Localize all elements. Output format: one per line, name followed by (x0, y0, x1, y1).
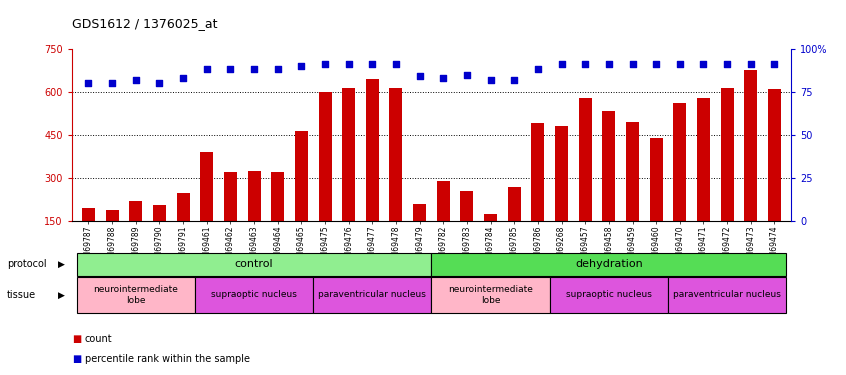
Text: neurointermediate
lobe: neurointermediate lobe (93, 285, 179, 304)
Bar (721, 88, 733, 264)
Bar (579, 98, 591, 264)
Point (176, 75, 190, 81)
Bar (484, 214, 497, 264)
Point (365, 61, 379, 67)
Bar (389, 88, 403, 264)
Bar (697, 98, 710, 264)
Point (223, 66, 237, 72)
Point (602, 61, 616, 67)
Bar (602, 111, 615, 264)
Bar (673, 104, 686, 264)
Point (152, 80, 166, 86)
Text: protocol: protocol (7, 260, 47, 269)
Bar (650, 138, 662, 264)
Bar (201, 152, 213, 264)
Bar (508, 187, 521, 264)
Point (650, 61, 663, 67)
Bar (555, 126, 568, 264)
Text: ▶: ▶ (58, 260, 65, 269)
Point (342, 61, 355, 67)
Point (437, 75, 450, 81)
Point (555, 61, 569, 67)
Text: control: control (234, 260, 273, 269)
Text: paraventricular nucleus: paraventricular nucleus (673, 290, 781, 299)
Text: ▶: ▶ (58, 290, 65, 299)
Point (697, 61, 711, 67)
Text: ■: ■ (72, 354, 81, 364)
Bar (129, 201, 142, 264)
Bar (744, 70, 757, 264)
Text: paraventricular nucleus: paraventricular nucleus (318, 290, 426, 299)
Bar (768, 89, 781, 264)
Point (531, 66, 545, 72)
Bar (460, 191, 474, 264)
Point (106, 80, 119, 86)
Point (129, 77, 142, 83)
Point (626, 61, 640, 67)
Text: supraoptic nucleus: supraoptic nucleus (566, 290, 651, 299)
Point (247, 66, 261, 72)
Point (82, 80, 96, 86)
Bar (153, 206, 166, 264)
Bar (106, 210, 118, 264)
Text: GDS1612 / 1376025_at: GDS1612 / 1376025_at (72, 17, 217, 30)
Point (318, 61, 332, 67)
Point (508, 77, 521, 83)
Bar (413, 204, 426, 264)
Point (484, 77, 497, 83)
Text: neurointermediate
lobe: neurointermediate lobe (448, 285, 533, 304)
Bar (318, 92, 332, 264)
Bar (177, 192, 190, 264)
Point (767, 61, 781, 67)
Bar (224, 172, 237, 264)
Point (721, 61, 734, 67)
Bar (248, 171, 261, 264)
Point (413, 74, 426, 80)
Bar (342, 88, 355, 264)
Point (673, 61, 687, 67)
Bar (272, 172, 284, 264)
Bar (82, 209, 95, 264)
Bar (437, 181, 450, 264)
Bar (365, 79, 379, 264)
Text: dehydration: dehydration (575, 260, 643, 269)
Text: count: count (85, 334, 113, 344)
Point (389, 61, 403, 67)
Point (271, 66, 284, 72)
Point (200, 66, 213, 72)
Text: percentile rank within the sample: percentile rank within the sample (85, 354, 250, 364)
Text: ■: ■ (72, 334, 81, 344)
Text: supraoptic nucleus: supraoptic nucleus (212, 290, 297, 299)
Point (294, 63, 308, 69)
Bar (295, 131, 308, 264)
Bar (626, 122, 639, 264)
Point (744, 61, 757, 67)
Point (579, 61, 592, 67)
Bar (531, 123, 545, 264)
Text: tissue: tissue (7, 290, 36, 300)
Point (460, 72, 474, 78)
